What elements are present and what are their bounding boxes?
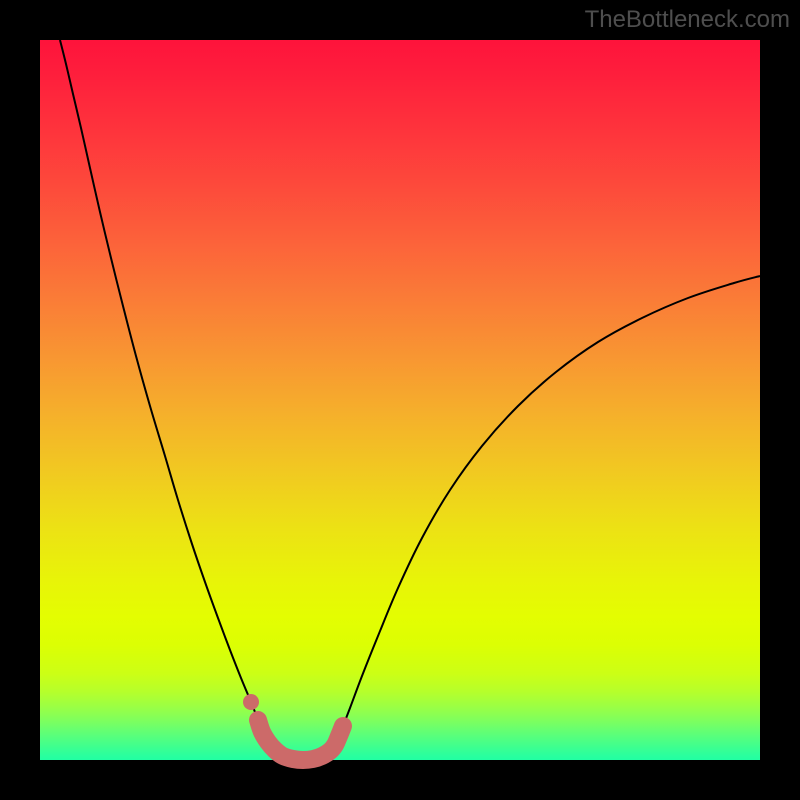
bottleneck-marker-dot	[243, 694, 259, 710]
chart-stage: TheBottleneck.com	[0, 0, 800, 800]
bottleneck-chart-svg	[0, 0, 800, 800]
source-watermark: TheBottleneck.com	[585, 6, 790, 34]
